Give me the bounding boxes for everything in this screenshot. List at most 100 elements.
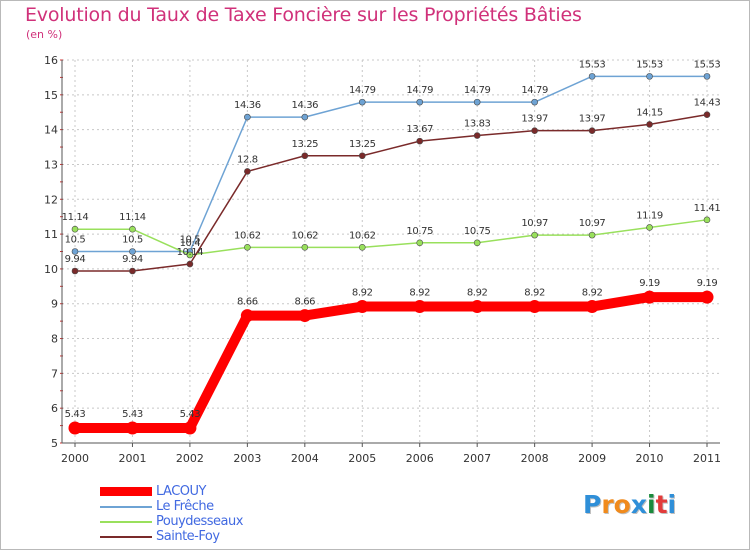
- data-label: 9.94: [122, 254, 143, 265]
- data-point: [646, 73, 653, 80]
- data-label: 10.97: [521, 218, 548, 229]
- data-point: [416, 239, 424, 247]
- data-label: 11.19: [636, 210, 663, 221]
- y-tick-label: 9: [51, 298, 58, 311]
- legend-item: LACOUY: [100, 484, 243, 499]
- data-point: [646, 224, 653, 231]
- data-point: [703, 216, 711, 224]
- logo-letter: i: [647, 490, 656, 519]
- legend-swatch: [100, 487, 152, 496]
- data-label: 9.94: [65, 254, 86, 265]
- x-tick-label: 2009: [578, 452, 606, 465]
- data-label: 14.36: [291, 100, 318, 111]
- data-point: [531, 98, 538, 106]
- y-tick-label: 7: [51, 367, 58, 380]
- data-point: [129, 225, 136, 233]
- data-label: 13.25: [349, 139, 376, 150]
- data-point: [186, 260, 194, 268]
- data-label: 11.14: [119, 212, 146, 223]
- data-label: 14.79: [406, 85, 433, 96]
- data-point: [703, 111, 711, 118]
- y-tick-label: 10: [44, 263, 58, 276]
- proxiti-logo: Proxiti: [583, 490, 676, 519]
- data-point: [125, 421, 139, 435]
- data-point: [643, 290, 657, 304]
- x-tick-label: 2008: [521, 452, 549, 465]
- data-label: 8.66: [294, 297, 315, 308]
- legend-item: Le Frêche: [100, 499, 243, 514]
- data-label: 14.43: [694, 98, 721, 109]
- y-tick-label: 5: [51, 437, 58, 450]
- data-label: 5.43: [122, 409, 143, 420]
- data-point: [646, 121, 653, 128]
- data-point: [129, 248, 136, 255]
- data-label: 15.53: [579, 59, 606, 70]
- data-point: [68, 421, 82, 435]
- data-label: 8.92: [524, 288, 545, 299]
- x-tick-label: 2006: [406, 452, 434, 465]
- data-label: 13.97: [579, 114, 606, 125]
- data-label: 8.92: [409, 288, 430, 299]
- y-tick-label: 14: [44, 124, 58, 137]
- data-point: [528, 300, 542, 314]
- legend-swatch: [100, 505, 152, 508]
- data-label: 14.15: [636, 107, 663, 118]
- data-point: [183, 421, 197, 435]
- x-tick-label: 2011: [693, 452, 721, 465]
- x-tick-label: 2003: [233, 452, 261, 465]
- data-label: 13.25: [291, 139, 318, 150]
- data-point: [531, 231, 538, 239]
- data-point: [413, 300, 427, 314]
- data-label: 10.97: [579, 218, 606, 229]
- y-tick-label: 12: [44, 193, 58, 206]
- y-tick-label: 6: [51, 402, 58, 415]
- legend-item: Sainte-Foy: [100, 529, 243, 544]
- data-point: [473, 98, 481, 106]
- data-point: [470, 300, 484, 314]
- data-point: [473, 239, 481, 247]
- data-label: 8.92: [467, 288, 488, 299]
- data-point: [416, 98, 424, 106]
- data-point: [700, 290, 714, 304]
- data-point: [301, 113, 309, 121]
- data-label: 5.43: [65, 409, 86, 420]
- y-tick-label: 11: [44, 228, 58, 241]
- data-point: [244, 244, 251, 251]
- data-point: [531, 127, 538, 134]
- data-label: 14.79: [349, 85, 376, 96]
- data-label: 8.66: [237, 297, 258, 308]
- data-label: 12.8: [237, 154, 258, 165]
- legend-item: Pouydesseaux: [100, 514, 243, 529]
- data-label: 10.75: [406, 226, 433, 237]
- logo-letter: r: [601, 490, 614, 519]
- data-point: [244, 168, 251, 175]
- legend-label: LACOUY: [156, 483, 206, 499]
- data-point: [473, 132, 481, 139]
- logo-letter: o: [613, 490, 631, 519]
- data-point: [244, 113, 251, 121]
- data-point: [358, 98, 366, 106]
- y-axis-unit: (en %): [26, 28, 63, 41]
- data-label: 10.5: [65, 235, 86, 246]
- legend-label: Pouydesseaux: [156, 513, 243, 529]
- data-point: [355, 300, 369, 314]
- chart-title: Evolution du Taux de Taxe Foncière sur l…: [25, 4, 582, 26]
- data-label: 13.83: [464, 119, 491, 130]
- data-point: [71, 248, 79, 255]
- data-point: [71, 225, 79, 233]
- legend-label: Le Frêche: [156, 498, 214, 514]
- data-label: 9.19: [697, 278, 718, 289]
- data-label: 15.53: [694, 59, 721, 70]
- data-point: [585, 300, 599, 314]
- x-tick-label: 2001: [118, 452, 146, 465]
- data-label: 5.43: [180, 409, 201, 420]
- data-label: 11.41: [694, 203, 721, 214]
- legend-swatch: [100, 520, 152, 523]
- data-point: [298, 309, 312, 323]
- data-point: [358, 152, 366, 160]
- data-point: [129, 267, 136, 275]
- x-tick-label: 2007: [463, 452, 491, 465]
- series-line-LACOUY: [70, 292, 712, 434]
- data-label: 10.62: [234, 230, 261, 241]
